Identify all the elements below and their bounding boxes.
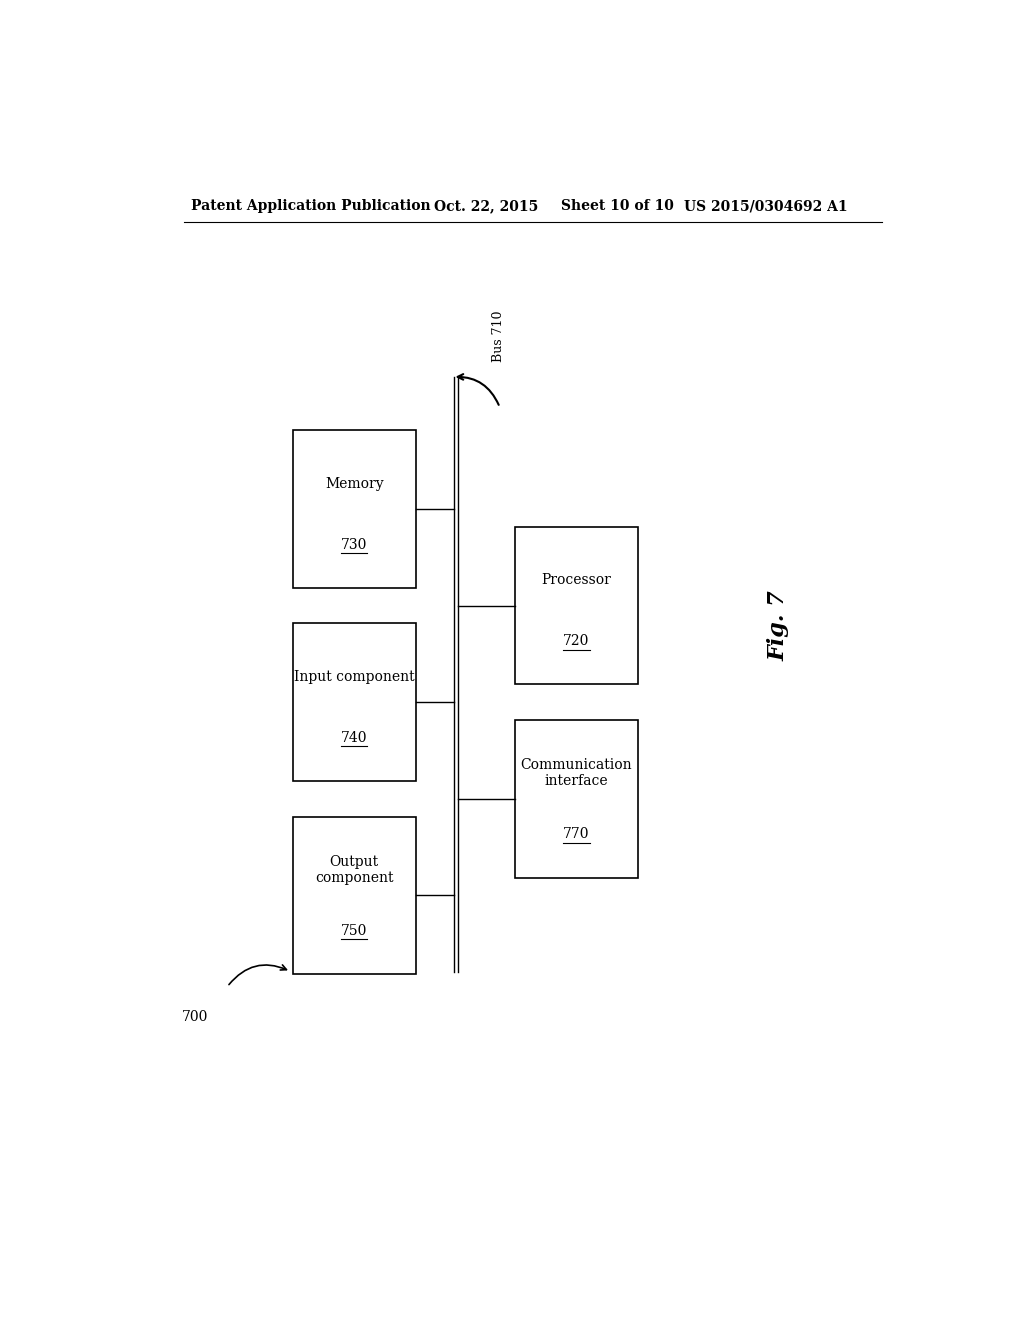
Text: Processor: Processor bbox=[542, 573, 611, 587]
Text: 720: 720 bbox=[563, 634, 590, 648]
Text: Fig. 7: Fig. 7 bbox=[768, 590, 790, 661]
Bar bbox=[293, 623, 416, 781]
Text: Sheet 10 of 10: Sheet 10 of 10 bbox=[560, 199, 674, 213]
Text: 740: 740 bbox=[341, 731, 368, 744]
Text: 770: 770 bbox=[563, 828, 590, 841]
Bar bbox=[293, 817, 416, 974]
Bar bbox=[515, 527, 638, 684]
Text: Patent Application Publication: Patent Application Publication bbox=[191, 199, 431, 213]
Text: Bus 710: Bus 710 bbox=[492, 310, 505, 362]
Text: Communication
interface: Communication interface bbox=[520, 758, 632, 788]
Text: US 2015/0304692 A1: US 2015/0304692 A1 bbox=[684, 199, 847, 213]
Text: Oct. 22, 2015: Oct. 22, 2015 bbox=[433, 199, 538, 213]
Text: Memory: Memory bbox=[325, 477, 384, 491]
Text: Output
component: Output component bbox=[315, 855, 393, 884]
Text: 700: 700 bbox=[182, 1010, 209, 1024]
Text: Input component: Input component bbox=[294, 669, 415, 684]
Bar bbox=[293, 430, 416, 587]
Bar bbox=[515, 719, 638, 878]
Text: 730: 730 bbox=[341, 537, 368, 552]
Text: 750: 750 bbox=[341, 924, 368, 939]
